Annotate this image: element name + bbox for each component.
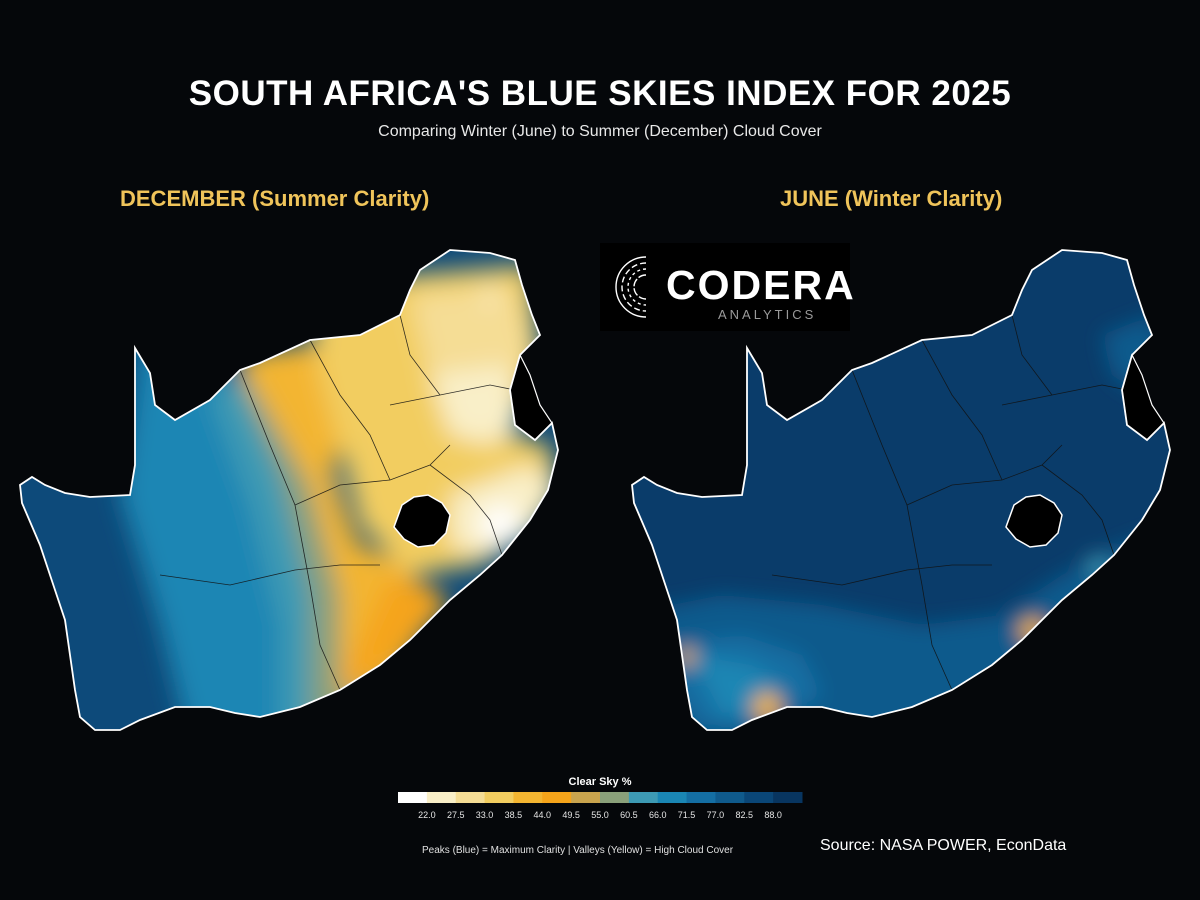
december-panel-title: DECEMBER (Summer Clarity) — [120, 186, 430, 211]
color-legend: 22.0 27.5 33.0 38.5 44.0 49.5 55.0 60.5 66.0 71.5… — [398, 792, 803, 820]
province-borders — [159, 314, 516, 691]
legend-swatch — [484, 792, 514, 803]
legend-tick-label: 71.5 — [678, 810, 696, 820]
legend-tick-label: 60.5 — [620, 810, 638, 820]
legend-tick-label: 88.0 — [764, 810, 782, 820]
legend-tick-label: 82.5 — [736, 810, 754, 820]
footnote: Peaks (Blue) = Maximum Clarity | Valleys… — [422, 845, 734, 856]
legend-swatch — [398, 792, 428, 803]
legend-swatch — [426, 792, 457, 803]
lesotho-june — [1005, 494, 1063, 548]
legend-swatch — [715, 792, 745, 803]
legend-swatch — [600, 792, 630, 803]
legend-tick-label: 55.0 — [591, 810, 609, 820]
legend-title: Clear Sky % — [568, 776, 632, 788]
lesotho — [393, 494, 451, 548]
legend-tick-label: 49.5 — [562, 810, 580, 820]
legend-swatch — [744, 792, 774, 803]
legend-swatch — [657, 792, 688, 803]
legend-swatch — [628, 792, 659, 803]
legend-tick-label: 66.0 — [649, 810, 667, 820]
legend-tick-label: 22.0 — [418, 810, 436, 820]
legend-tick-label: 44.0 — [534, 810, 552, 820]
december-clear-sky-map — [19, 249, 559, 731]
legend-swatch — [571, 792, 601, 803]
june-clear-sky-map — [631, 249, 1171, 731]
legend-tick-label: 38.5 — [505, 810, 523, 820]
legend-swatch — [542, 792, 572, 803]
codera-logo: CODERA ANALYTICS — [600, 243, 854, 331]
source-credit: Source: NASA POWER, EconData — [820, 837, 1067, 854]
december-heatmap — [20, 250, 558, 730]
logo-wordmark: CODERA — [666, 262, 856, 308]
legend-swatch — [686, 792, 716, 803]
codera-arc-icon — [615, 256, 647, 318]
page-subtitle: Comparing Winter (June) to Summer (Decem… — [378, 123, 822, 140]
june-panel-title: JUNE (Winter Clarity) — [780, 186, 1003, 211]
legend-swatch — [455, 792, 486, 803]
legend-swatch — [773, 792, 803, 803]
province-borders-june — [771, 314, 1128, 691]
page-title: SOUTH AFRICA'S BLUE SKIES INDEX FOR 2025 — [188, 74, 1012, 113]
legend-tick-label: 77.0 — [707, 810, 725, 820]
legend-tick-label: 33.0 — [476, 810, 494, 820]
legend-swatch — [513, 792, 543, 803]
logo-subtext: ANALYTICS — [718, 307, 817, 322]
legend-tick-label: 27.5 — [447, 810, 465, 820]
